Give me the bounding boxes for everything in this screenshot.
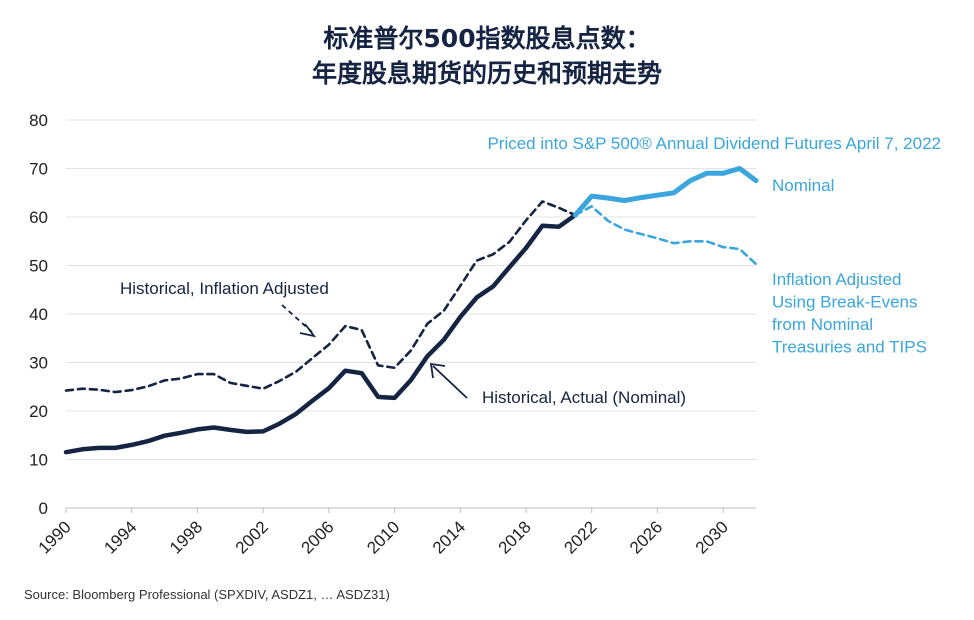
y-tick-label: 60	[29, 208, 48, 227]
x-tick-label: 2018	[495, 517, 535, 557]
series-line-historical-actual-nominal-	[63, 212, 578, 455]
annotation-inflation-adjusted-line: Inflation Adjusted	[772, 270, 901, 289]
x-tick-label: 2006	[298, 517, 338, 557]
y-tick-label: 40	[29, 305, 48, 324]
source-note: Source: Bloomberg Professional (SPXDIV, …	[24, 587, 390, 602]
y-tick-label: 10	[29, 451, 48, 470]
y-tick-label: 30	[29, 354, 48, 373]
x-tick-label: 1998	[166, 517, 206, 557]
series-line-nominal	[572, 166, 759, 218]
y-tick-label: 50	[29, 257, 48, 276]
annotation-historical-inflation-adjusted: Historical, Inflation Adjusted	[120, 279, 329, 298]
x-tick-label: 2026	[626, 517, 666, 557]
y-tick-label: 0	[39, 499, 48, 518]
x-tick-label: 2010	[363, 517, 403, 557]
y-tick-label: 80	[29, 111, 48, 130]
series-line-historical-inflation-adjusted	[64, 200, 577, 394]
y-tick-label: 20	[29, 402, 48, 421]
arrowhead-inflation-adjusted	[299, 323, 317, 338]
x-tick-label: 2014	[429, 517, 469, 557]
annotation-historical-actual: Historical, Actual (Nominal)	[482, 388, 686, 407]
chart-title-line2: 年度股息期货的历史和预期走势	[311, 59, 662, 88]
annotation-inflation-adjusted-line: from Nominal	[772, 315, 873, 334]
x-tick-label: 2030	[692, 517, 732, 557]
annotation-futures-header: Priced into S&P 500® Annual Dividend Fut…	[487, 134, 941, 153]
annotation-inflation-adjusted-line: Using Break-Evens	[772, 293, 918, 312]
annotation-inflation-adjusted-line: Treasuries and TIPS	[772, 338, 927, 357]
y-tick-label: 70	[29, 160, 48, 179]
x-tick-label: 1994	[100, 517, 140, 557]
x-tick-label: 1990	[35, 517, 75, 557]
arrowhead-historical-actual	[429, 362, 446, 379]
chart-title-line1: 标准普尔500指数股息点数：	[323, 24, 651, 53]
series-line-inflation-adjusted-using-break-evens-from-nominal-treasuries-and-tips	[573, 205, 758, 266]
arrow-inflation-adjusted	[281, 304, 313, 333]
x-tick-label: 2022	[560, 517, 600, 557]
annotation-nominal: Nominal	[772, 176, 834, 195]
arrow-historical-actual	[432, 365, 468, 399]
x-tick-label: 2002	[232, 517, 272, 557]
